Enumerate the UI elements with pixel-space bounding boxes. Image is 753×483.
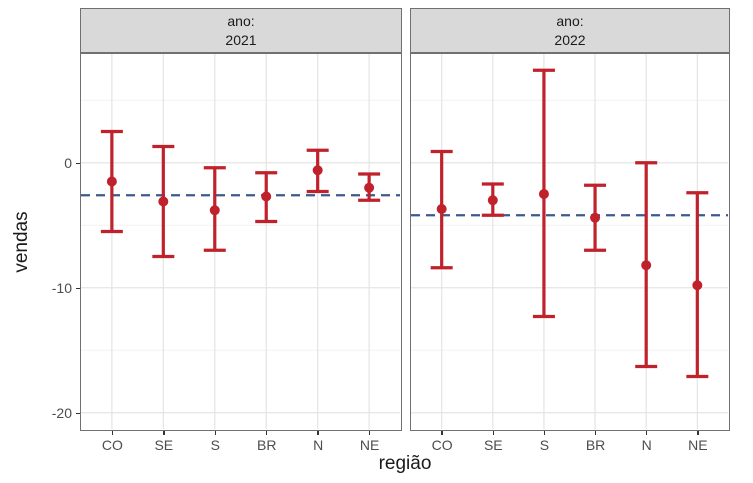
x-tick-label-2022-CO: CO: [431, 437, 453, 453]
x-tick-mark: [111, 431, 114, 435]
errorbar-2021-S: [203, 166, 226, 252]
facet-strip-variable: ano:: [556, 13, 584, 30]
x-tick-mark: [492, 431, 495, 435]
x-tick-mark: [265, 431, 268, 435]
x-tick-label-2021-BR: BR: [256, 437, 277, 453]
facet-strip-variable: ano:: [227, 13, 255, 30]
errorbar-2021-BR: [255, 171, 278, 224]
mean-point-2021-N: [312, 165, 323, 176]
mean-point-2022-SE: [487, 195, 498, 206]
mean-point-2021-BR: [261, 191, 272, 202]
y-tick-label--10: -10: [51, 280, 72, 297]
errorbar-2022-SE: [481, 182, 504, 217]
panel-canvas-2021: [81, 54, 400, 429]
mean-point-2021-S: [209, 205, 220, 216]
x-tick-label-2021-CO: CO: [101, 437, 123, 453]
x-tick-mark: [368, 431, 371, 435]
y-tick-mark: [76, 162, 80, 164]
y-tick-label-0: 0: [64, 155, 72, 172]
y-axis-title: vendas: [11, 211, 32, 273]
x-tick-mark: [697, 431, 699, 435]
x-tick-mark: [645, 431, 648, 435]
x-tick-mark: [594, 431, 597, 435]
facet-panel-2021: [80, 53, 402, 431]
mean-point-2022-S: [538, 189, 549, 199]
mean-point-2021-SE: [158, 196, 169, 207]
x-tick-mark: [543, 431, 546, 435]
x-tick-mark: [163, 431, 165, 435]
facet-panel-2022: [410, 53, 730, 431]
x-tick-mark: [214, 431, 217, 435]
x-tick-label-2021-SE: SE: [154, 437, 174, 453]
facet-strip-2021: ano: 2021: [80, 8, 402, 53]
mean-point-2021-CO: [106, 176, 117, 187]
x-tick-label-2022-N: N: [641, 437, 652, 453]
x-tick-label-2021-S: S: [210, 437, 220, 453]
x-tick-label-2021-N: N: [313, 437, 324, 453]
mean-point-2021-NE: [364, 182, 375, 193]
errorbar-2022-S: [532, 68, 555, 319]
errorbar-2022-BR: [584, 183, 607, 252]
errorbar-2022-N: [635, 161, 658, 369]
facet-strip-value: 2021: [225, 31, 257, 48]
x-tick-mark: [317, 431, 319, 435]
errorbar-2021-NE: [358, 172, 381, 202]
errorbar-2021-CO: [100, 129, 123, 234]
x-tick-label-2021-NE: NE: [359, 437, 380, 453]
mean-point-2022-NE: [692, 280, 703, 291]
errorbar-2022-CO: [430, 149, 453, 270]
x-tick-label-2022-BR: BR: [585, 437, 606, 453]
panel-canvas-2022: [411, 54, 728, 429]
facet-strip-2022: ano: 2022: [410, 8, 730, 53]
errorbar-2021-N: [306, 148, 329, 194]
errorbar-2021-SE: [152, 144, 175, 259]
x-tick-label-2022-NE: NE: [688, 437, 708, 453]
y-tick-mark: [76, 412, 80, 414]
x-axis-title: região: [378, 453, 432, 474]
mean-point-2022-N: [641, 260, 652, 271]
y-tick-label--20: -20: [51, 405, 72, 422]
x-tick-mark: [441, 431, 443, 435]
mean-point-2022-CO: [436, 204, 447, 214]
y-tick-mark: [76, 287, 80, 289]
x-tick-label-2022-S: S: [539, 437, 550, 453]
facet-strip-value: 2022: [554, 31, 586, 48]
mean-point-2022-BR: [590, 212, 601, 223]
x-tick-label-2022-SE: SE: [483, 437, 503, 453]
errorbar-2022-NE: [686, 191, 709, 379]
